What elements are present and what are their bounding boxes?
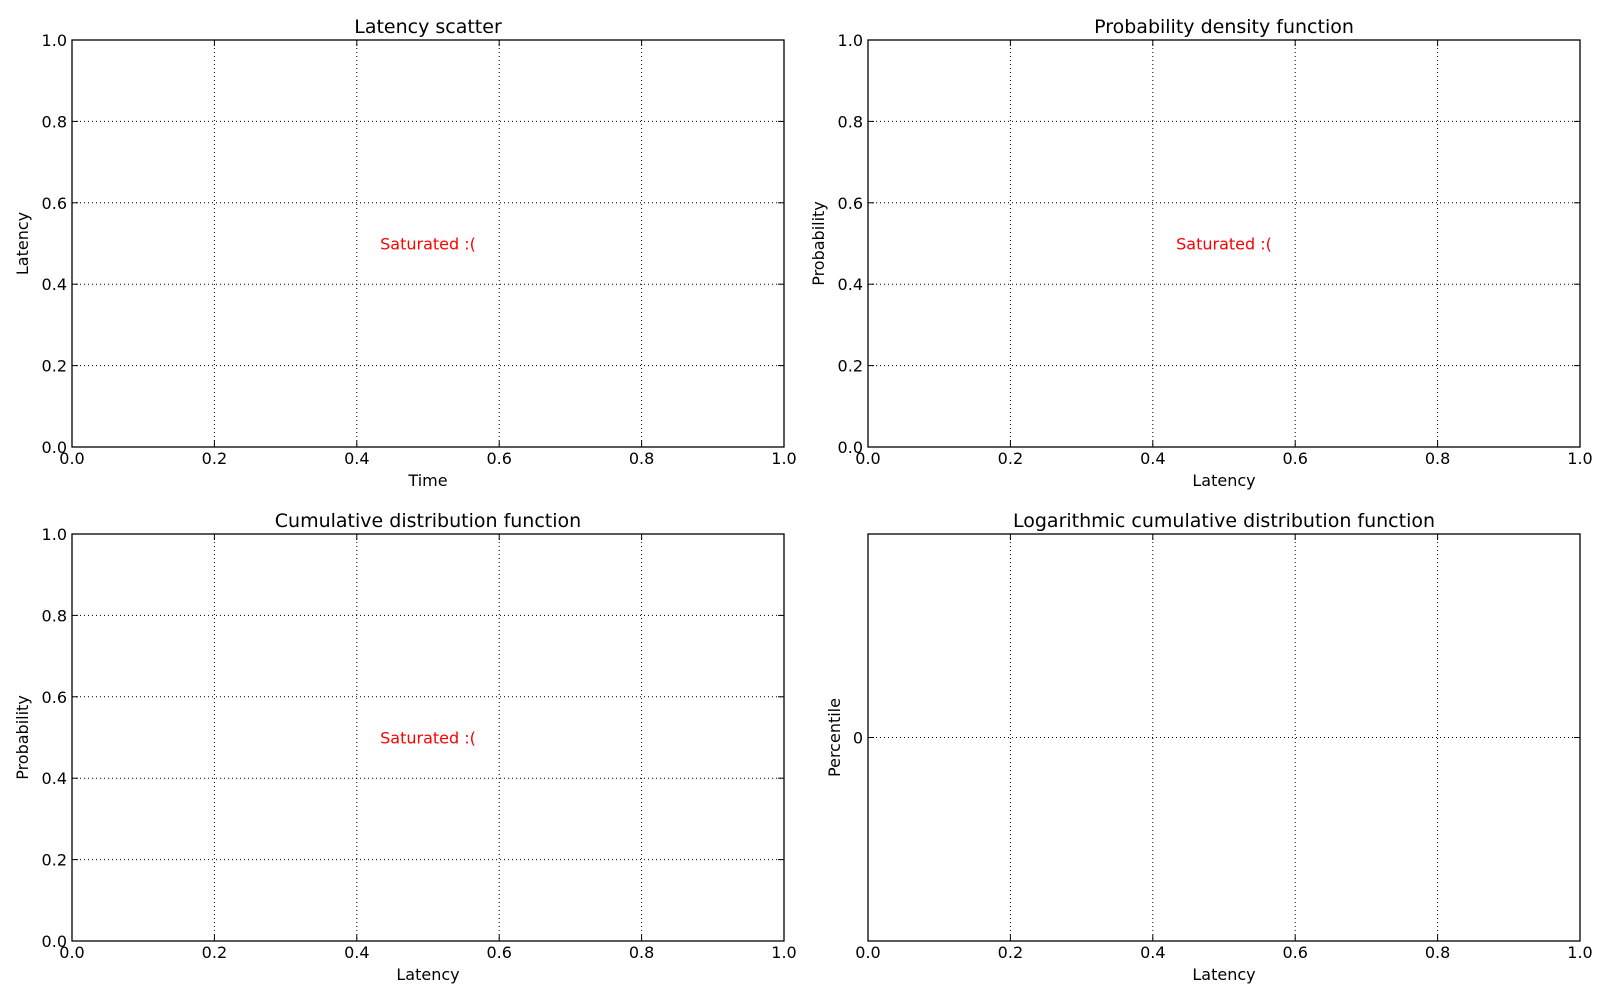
plot-frame: [71, 533, 785, 942]
x-tick-label: 1.0: [1567, 943, 1592, 962]
y-tick-label: 0.6: [42, 688, 67, 707]
y-tick-label: 1.0: [838, 31, 863, 50]
plot-frame: [867, 39, 1581, 448]
x-tick-label: 0.8: [629, 449, 654, 468]
x-tick-label: 1.0: [771, 449, 796, 468]
x-tick-label: 0.8: [629, 943, 654, 962]
y-tick-label: 0.2: [42, 357, 67, 376]
plot-frame: [71, 39, 785, 448]
y-tick-label: 0.6: [838, 194, 863, 213]
y-tick-label: 0.8: [42, 112, 67, 131]
y-tick-label: 0: [853, 729, 863, 748]
subplot-1: Latency scatter Time Latency 0.0 0.2 0.4 0.6 0.…: [13, 16, 797, 490]
x-tick-label: 0.4: [344, 449, 369, 468]
chart-title: Cumulative distribution function: [275, 510, 581, 532]
y-axis-label: Probability: [13, 695, 32, 780]
y-axis-label: Latency: [13, 212, 32, 275]
y-tick-label: 1.0: [42, 525, 67, 544]
chart-title: Logarithmic cumulative distribution func…: [1013, 510, 1435, 532]
chart-title: Probability density function: [1094, 16, 1354, 38]
x-tick-label: 0.6: [1282, 449, 1307, 468]
y-axis-label: Percentile: [825, 698, 844, 777]
y-tick-label: 0.2: [42, 851, 67, 870]
saturated-annotation: Saturated :(: [380, 235, 476, 254]
x-tick-label: 1.0: [1567, 449, 1592, 468]
subplot-4: Logarithmic cumulative distribution func…: [825, 510, 1593, 984]
x-tick-label: 0.0: [59, 449, 84, 468]
subplot-2: Probability density function Latency Proba…: [809, 16, 1593, 490]
y-tick-label: 0.0: [42, 932, 67, 951]
x-tick-label: 0.0: [59, 943, 84, 962]
x-tick-label: 0.6: [486, 943, 511, 962]
x-tick-label: 0.6: [486, 449, 511, 468]
y-tick-label: 0.8: [838, 112, 863, 131]
x-tick-label: 0.2: [998, 943, 1023, 962]
x-tick-label: 0.6: [1282, 943, 1307, 962]
y-tick-label: 0.8: [42, 606, 67, 625]
saturated-annotation: Saturated :(: [380, 729, 476, 748]
subplot-3: Cumulative distribution function Latency P…: [13, 510, 797, 984]
y-tick-label: 0.4: [42, 769, 67, 788]
chart-title: Latency scatter: [354, 16, 502, 38]
x-tick-label: 0.2: [202, 943, 227, 962]
x-tick-label: 0.8: [1425, 943, 1450, 962]
x-tick-label: 0.8: [1425, 449, 1450, 468]
x-axis-label: Latency: [396, 965, 459, 984]
x-tick-label: 0.4: [1140, 449, 1165, 468]
x-axis-label: Time: [407, 471, 447, 490]
plot-frame: [867, 533, 1581, 942]
x-axis-label: Latency: [1192, 471, 1255, 490]
y-tick-label: 0.0: [42, 438, 67, 457]
x-tick-label: 1.0: [771, 943, 796, 962]
saturated-annotation: Saturated :(: [1176, 235, 1272, 254]
x-tick-label: 0.4: [1140, 943, 1165, 962]
y-tick-label: 0.6: [42, 194, 67, 213]
x-tick-label: 0.0: [855, 449, 880, 468]
x-tick-label: 0.0: [855, 943, 880, 962]
x-tick-label: 0.4: [344, 943, 369, 962]
x-tick-label: 0.2: [998, 449, 1023, 468]
x-axis-label: Latency: [1192, 965, 1255, 984]
y-axis-label: Probability: [809, 201, 828, 286]
y-tick-label: 0.2: [838, 357, 863, 376]
y-tick-label: 0.4: [42, 275, 67, 294]
y-tick-label: 1.0: [42, 31, 67, 50]
y-tick-label: 0.0: [838, 438, 863, 457]
x-tick-label: 0.2: [202, 449, 227, 468]
y-tick-label: 0.4: [838, 275, 863, 294]
